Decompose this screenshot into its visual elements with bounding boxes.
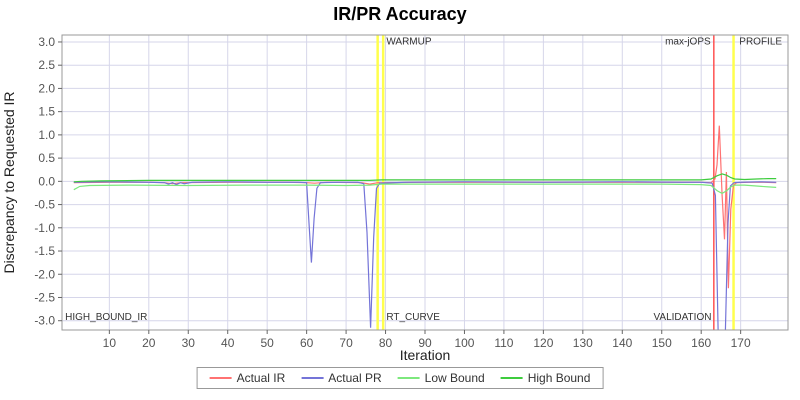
y-tick-label: 0.0 (38, 174, 55, 188)
y-tick-label: -2.0 (34, 267, 55, 281)
x-tick-label: 10 (103, 336, 117, 350)
x-tick-label: 140 (612, 336, 632, 350)
x-tick-label: 30 (182, 336, 196, 350)
annotation-high-bound-ir: HIGH_BOUND_IR (65, 312, 147, 323)
annotation-warmup: WARMUP (386, 36, 432, 47)
legend-swatch (397, 377, 420, 379)
y-tick-label: -1.0 (34, 221, 55, 235)
y-tick-label: -1.5 (34, 244, 55, 258)
x-axis-label: Iteration (400, 347, 451, 363)
x-tick-label: 160 (691, 336, 711, 350)
series-high-bound (73, 173, 777, 183)
legend-item-actual-ir: Actual IR (209, 371, 286, 385)
legend-label: Actual IR (236, 371, 286, 385)
legend-label: Actual PR (328, 371, 382, 385)
y-axis-label: Discrepancy to Requested IR (1, 91, 17, 273)
legend-item-high-bound: High Bound (500, 371, 591, 385)
annotation-profile: PROFILE (739, 36, 782, 47)
x-tick-label: 50 (260, 336, 274, 350)
x-tick-label: 100 (454, 336, 474, 350)
y-tick-label: -3.0 (34, 314, 55, 328)
legend-item-actual-pr: Actual PR (301, 371, 382, 385)
y-tick-label: -0.5 (34, 198, 55, 212)
x-tick-label: 60 (300, 336, 314, 350)
legend-swatch (209, 377, 232, 379)
x-tick-label: 40 (221, 336, 235, 350)
x-tick-label: 90 (418, 336, 432, 350)
y-tick-label: -2.5 (34, 290, 55, 304)
x-tick-label: 70 (339, 336, 353, 350)
legend-label: Low Bound (424, 371, 485, 385)
x-tick-label: 20 (142, 336, 156, 350)
x-tick-label: 80 (379, 336, 393, 350)
x-tick-label: 130 (573, 336, 593, 350)
y-tick-label: 0.5 (38, 151, 55, 165)
annotation-validation: VALIDATION (653, 312, 711, 323)
chart-legend: Actual IR Actual PR Low Bound High Bound (196, 367, 604, 389)
y-tick-label: 2.0 (38, 81, 55, 95)
x-tick-label: 110 (494, 336, 513, 350)
y-tick-label: 2.5 (38, 58, 55, 72)
chart-title: IR/PR Accuracy (333, 4, 467, 24)
accuracy-chart: 10 20 30 40 50 60 70 80 90 100 110 120 130 140 150 160 1… (1, 34, 789, 363)
legend-label: High Bound (527, 371, 591, 385)
series-actual-pr (73, 181, 777, 330)
x-tick-label: 170 (731, 336, 751, 350)
x-tick-label: 120 (533, 336, 553, 350)
legend-item-low-bound: Low Bound (397, 371, 485, 385)
annotation-rt-curve: RT_CURVE (386, 312, 440, 323)
legend-swatch (301, 377, 324, 379)
y-tick-label: 1.0 (38, 128, 55, 142)
x-tick-label: 150 (652, 336, 672, 350)
legend-swatch (500, 377, 523, 379)
annotation-max-jops: max-jOPS (665, 36, 711, 47)
y-tick-label: 1.5 (38, 105, 55, 119)
y-tick-label: 3.0 (38, 35, 55, 49)
series-low-bound (73, 183, 777, 195)
